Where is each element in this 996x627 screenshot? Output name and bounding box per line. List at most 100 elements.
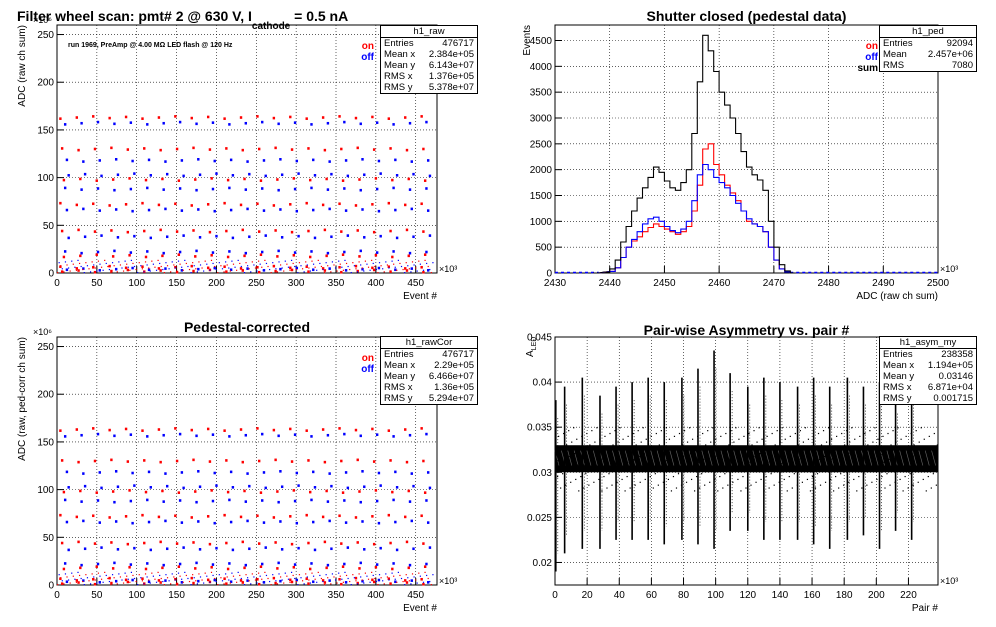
stats-value: 7080 bbox=[951, 60, 973, 71]
data-point-on bbox=[144, 178, 148, 182]
noise-point bbox=[162, 580, 164, 583]
data-point-on bbox=[305, 265, 308, 269]
data-point-off bbox=[197, 208, 200, 211]
data-point-off bbox=[178, 120, 182, 124]
data-point-off bbox=[346, 486, 350, 490]
data-point-on bbox=[77, 269, 80, 272]
noise-point bbox=[140, 265, 142, 267]
noise-point bbox=[272, 574, 274, 576]
data-point-on bbox=[128, 565, 131, 569]
noise-point bbox=[294, 265, 296, 268]
asymmetry-point bbox=[569, 455, 571, 458]
noise-point bbox=[424, 571, 426, 573]
noise-point bbox=[284, 572, 286, 574]
asymmetry-point bbox=[829, 478, 832, 481]
data-point-on bbox=[387, 577, 391, 581]
asymmetry-point bbox=[928, 435, 930, 437]
asymmetry-point bbox=[609, 432, 611, 435]
asymmetry-point bbox=[626, 475, 628, 478]
data-point-on bbox=[274, 269, 277, 273]
data-point-off bbox=[246, 267, 249, 270]
data-point-on bbox=[192, 146, 195, 150]
axes-group: 0 50 100 150 200 250 300 350 400 4500501001502002… bbox=[33, 15, 457, 302]
asymmetry-point bbox=[864, 432, 866, 435]
data-point-on bbox=[111, 178, 115, 181]
data-point-off bbox=[246, 519, 249, 523]
noise-point bbox=[334, 579, 337, 581]
asymmetry-point bbox=[722, 487, 724, 489]
asymmetry-point bbox=[671, 450, 674, 452]
noise-point bbox=[160, 577, 162, 580]
asymmetry-point bbox=[933, 432, 935, 435]
noise-point bbox=[93, 576, 95, 578]
data-point-on bbox=[371, 427, 374, 431]
asymmetry-point bbox=[922, 478, 924, 481]
asymmetry-point bbox=[620, 453, 622, 455]
data-point-off bbox=[114, 208, 118, 211]
asymmetry-point bbox=[839, 447, 841, 449]
x-tick-label: 220 bbox=[900, 590, 917, 601]
band-texture bbox=[803, 450, 809, 466]
data-point-off bbox=[261, 120, 264, 124]
x-axis-label: ADC (raw ch sum) bbox=[856, 291, 938, 302]
asymmetry-point bbox=[886, 473, 888, 475]
data-point-on bbox=[276, 178, 279, 181]
asymmetry-point bbox=[761, 438, 763, 440]
noise-point bbox=[377, 272, 379, 274]
stats-value: 6.871e+04 bbox=[927, 382, 973, 393]
noise-point bbox=[159, 262, 161, 265]
y-tick-label: 3500 bbox=[530, 88, 553, 99]
noise-point bbox=[234, 266, 236, 268]
data-point-off bbox=[428, 174, 432, 178]
data-point-off bbox=[113, 561, 116, 565]
data-point-off bbox=[261, 562, 264, 566]
noise-point bbox=[356, 583, 359, 585]
noise-point bbox=[393, 263, 395, 265]
data-point-off bbox=[116, 548, 120, 551]
x-tick-label: 140 bbox=[772, 590, 789, 601]
stats-key: Mean bbox=[883, 49, 907, 60]
noise-point bbox=[188, 268, 191, 271]
asymmetry-point bbox=[700, 447, 702, 449]
noise-point bbox=[286, 263, 288, 265]
asymmetry-point bbox=[820, 444, 823, 446]
data-point-off bbox=[346, 234, 350, 237]
data-point-off bbox=[328, 207, 331, 211]
noise-point bbox=[184, 571, 186, 573]
x-tick-label: 300 bbox=[288, 590, 305, 601]
plot-frame bbox=[554, 24, 939, 274]
data-point-off bbox=[392, 435, 395, 438]
noise-point bbox=[126, 575, 128, 577]
band-texture bbox=[816, 450, 822, 466]
noise-point bbox=[132, 262, 134, 265]
asymmetry-point bbox=[655, 432, 657, 435]
asymmetry-point bbox=[561, 447, 563, 449]
data-point-off bbox=[408, 563, 412, 567]
noise-point bbox=[419, 575, 421, 577]
data-point-off bbox=[264, 486, 267, 490]
data-point-on bbox=[239, 428, 243, 431]
noise-point bbox=[91, 261, 93, 263]
data-point-off bbox=[178, 187, 182, 190]
asymmetry-point bbox=[807, 438, 810, 440]
data-point-on bbox=[206, 203, 210, 206]
legend-on-label: on bbox=[361, 41, 374, 52]
noise-point bbox=[165, 262, 167, 264]
band-texture bbox=[912, 450, 917, 466]
data-point-on bbox=[289, 515, 292, 518]
data-point-on bbox=[75, 203, 79, 207]
data-point-on bbox=[159, 460, 162, 464]
noise-point bbox=[67, 579, 70, 581]
noise-point bbox=[281, 267, 283, 269]
noise-point bbox=[163, 584, 165, 586]
asymmetry-point bbox=[614, 430, 616, 432]
noise-point bbox=[382, 580, 384, 582]
asymmetry-point bbox=[929, 461, 931, 463]
data-point-off bbox=[277, 500, 280, 504]
data-point-off bbox=[182, 174, 185, 178]
data-point-on bbox=[226, 490, 230, 494]
asymmetry-point bbox=[651, 461, 653, 463]
noise-point bbox=[220, 577, 222, 579]
data-point-off bbox=[65, 268, 69, 272]
data-point-on bbox=[144, 255, 148, 259]
